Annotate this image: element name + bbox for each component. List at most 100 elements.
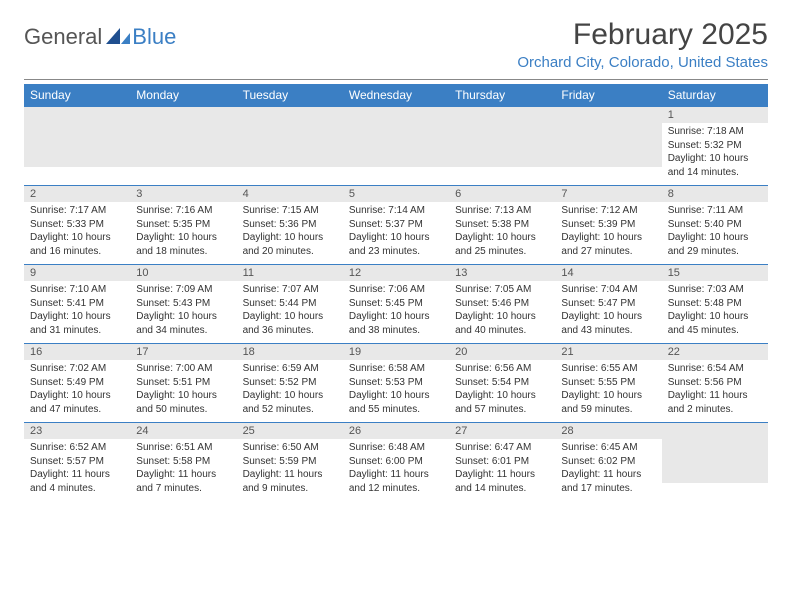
day-number: 17	[130, 344, 236, 360]
day-number: 19	[343, 344, 449, 360]
daylight-text: Daylight: 10 hours and 23 minutes.	[349, 231, 443, 258]
sunset-text: Sunset: 6:01 PM	[455, 455, 549, 469]
logo-sail-icon	[106, 24, 132, 50]
sunrise-text: Sunrise: 7:16 AM	[136, 204, 230, 218]
sunrise-text: Sunrise: 7:03 AM	[668, 283, 762, 297]
day-details: Sunrise: 7:13 AMSunset: 5:38 PMDaylight:…	[449, 202, 555, 264]
sunrise-text: Sunrise: 6:59 AM	[243, 362, 337, 376]
sunrise-text: Sunrise: 6:56 AM	[455, 362, 549, 376]
day-details: Sunrise: 6:45 AMSunset: 6:02 PMDaylight:…	[555, 439, 661, 501]
day-number: 3	[130, 186, 236, 202]
sunrise-text: Sunrise: 6:47 AM	[455, 441, 549, 455]
day-details: Sunrise: 6:55 AMSunset: 5:55 PMDaylight:…	[555, 360, 661, 422]
sunrise-text: Sunrise: 7:13 AM	[455, 204, 549, 218]
daylight-text: Daylight: 10 hours and 40 minutes.	[455, 310, 549, 337]
day-details: Sunrise: 6:58 AMSunset: 5:53 PMDaylight:…	[343, 360, 449, 422]
calendar-cell: 4Sunrise: 7:15 AMSunset: 5:36 PMDaylight…	[237, 186, 343, 265]
sunset-text: Sunset: 5:35 PM	[136, 218, 230, 232]
day-number: 11	[237, 265, 343, 281]
sunset-text: Sunset: 5:58 PM	[136, 455, 230, 469]
day-details: Sunrise: 7:14 AMSunset: 5:37 PMDaylight:…	[343, 202, 449, 264]
day-details: Sunrise: 7:04 AMSunset: 5:47 PMDaylight:…	[555, 281, 661, 343]
day-details: Sunrise: 7:11 AMSunset: 5:40 PMDaylight:…	[662, 202, 768, 264]
daylight-text: Daylight: 11 hours and 14 minutes.	[455, 468, 549, 495]
daylight-text: Daylight: 11 hours and 17 minutes.	[561, 468, 655, 495]
day-number: 21	[555, 344, 661, 360]
sunset-text: Sunset: 5:32 PM	[668, 139, 762, 153]
calendar-cell: 27Sunrise: 6:47 AMSunset: 6:01 PMDayligh…	[449, 423, 555, 502]
day-details: Sunrise: 6:51 AMSunset: 5:58 PMDaylight:…	[130, 439, 236, 501]
day-details: Sunrise: 7:07 AMSunset: 5:44 PMDaylight:…	[237, 281, 343, 343]
calendar-cell	[662, 423, 768, 502]
calendar-cell: 16Sunrise: 7:02 AMSunset: 5:49 PMDayligh…	[24, 344, 130, 423]
daylight-text: Daylight: 10 hours and 31 minutes.	[30, 310, 124, 337]
day-number: 23	[24, 423, 130, 439]
col-thursday: Thursday	[449, 84, 555, 107]
daylight-text: Daylight: 11 hours and 12 minutes.	[349, 468, 443, 495]
day-number: 24	[130, 423, 236, 439]
calendar-cell: 28Sunrise: 6:45 AMSunset: 6:02 PMDayligh…	[555, 423, 661, 502]
sunset-text: Sunset: 5:39 PM	[561, 218, 655, 232]
calendar-cell: 24Sunrise: 6:51 AMSunset: 5:58 PMDayligh…	[130, 423, 236, 502]
day-details: Sunrise: 7:12 AMSunset: 5:39 PMDaylight:…	[555, 202, 661, 264]
day-details	[237, 111, 343, 167]
day-number: 13	[449, 265, 555, 281]
sunrise-text: Sunrise: 7:05 AM	[455, 283, 549, 297]
day-details: Sunrise: 7:06 AMSunset: 5:45 PMDaylight:…	[343, 281, 449, 343]
day-details: Sunrise: 6:48 AMSunset: 6:00 PMDaylight:…	[343, 439, 449, 501]
daylight-text: Daylight: 10 hours and 57 minutes.	[455, 389, 549, 416]
sunset-text: Sunset: 5:38 PM	[455, 218, 549, 232]
day-details: Sunrise: 7:18 AMSunset: 5:32 PMDaylight:…	[662, 123, 768, 185]
sunrise-text: Sunrise: 7:07 AM	[243, 283, 337, 297]
calendar-row: 2Sunrise: 7:17 AMSunset: 5:33 PMDaylight…	[24, 186, 768, 265]
daylight-text: Daylight: 10 hours and 29 minutes.	[668, 231, 762, 258]
col-wednesday: Wednesday	[343, 84, 449, 107]
day-details: Sunrise: 6:50 AMSunset: 5:59 PMDaylight:…	[237, 439, 343, 501]
day-number: 27	[449, 423, 555, 439]
calendar-cell: 18Sunrise: 6:59 AMSunset: 5:52 PMDayligh…	[237, 344, 343, 423]
calendar-cell: 11Sunrise: 7:07 AMSunset: 5:44 PMDayligh…	[237, 265, 343, 344]
calendar-cell: 14Sunrise: 7:04 AMSunset: 5:47 PMDayligh…	[555, 265, 661, 344]
daylight-text: Daylight: 10 hours and 27 minutes.	[561, 231, 655, 258]
location: Orchard City, Colorado, United States	[517, 54, 768, 71]
day-number: 14	[555, 265, 661, 281]
sunrise-text: Sunrise: 6:58 AM	[349, 362, 443, 376]
sunset-text: Sunset: 5:46 PM	[455, 297, 549, 311]
day-details: Sunrise: 6:47 AMSunset: 6:01 PMDaylight:…	[449, 439, 555, 501]
sunrise-text: Sunrise: 7:02 AM	[30, 362, 124, 376]
day-details: Sunrise: 7:10 AMSunset: 5:41 PMDaylight:…	[24, 281, 130, 343]
daylight-text: Daylight: 10 hours and 45 minutes.	[668, 310, 762, 337]
sunset-text: Sunset: 5:51 PM	[136, 376, 230, 390]
sunset-text: Sunset: 5:53 PM	[349, 376, 443, 390]
sunrise-text: Sunrise: 6:51 AM	[136, 441, 230, 455]
daylight-text: Daylight: 11 hours and 4 minutes.	[30, 468, 124, 495]
day-details: Sunrise: 7:05 AMSunset: 5:46 PMDaylight:…	[449, 281, 555, 343]
sunset-text: Sunset: 5:56 PM	[668, 376, 762, 390]
sunset-text: Sunset: 5:41 PM	[30, 297, 124, 311]
daylight-text: Daylight: 11 hours and 9 minutes.	[243, 468, 337, 495]
sunset-text: Sunset: 5:40 PM	[668, 218, 762, 232]
calendar-cell	[449, 107, 555, 186]
daylight-text: Daylight: 10 hours and 38 minutes.	[349, 310, 443, 337]
calendar-cell: 23Sunrise: 6:52 AMSunset: 5:57 PMDayligh…	[24, 423, 130, 502]
day-number: 12	[343, 265, 449, 281]
day-number: 7	[555, 186, 661, 202]
calendar-cell: 25Sunrise: 6:50 AMSunset: 5:59 PMDayligh…	[237, 423, 343, 502]
sunrise-text: Sunrise: 7:12 AM	[561, 204, 655, 218]
daylight-text: Daylight: 10 hours and 14 minutes.	[668, 152, 762, 179]
sunrise-text: Sunrise: 7:06 AM	[349, 283, 443, 297]
sunrise-text: Sunrise: 6:50 AM	[243, 441, 337, 455]
calendar-cell: 10Sunrise: 7:09 AMSunset: 5:43 PMDayligh…	[130, 265, 236, 344]
calendar-row: 23Sunrise: 6:52 AMSunset: 5:57 PMDayligh…	[24, 423, 768, 502]
sunset-text: Sunset: 5:33 PM	[30, 218, 124, 232]
day-number: 4	[237, 186, 343, 202]
sunset-text: Sunset: 5:43 PM	[136, 297, 230, 311]
day-number: 1	[662, 107, 768, 123]
col-sunday: Sunday	[24, 84, 130, 107]
daylight-text: Daylight: 10 hours and 18 minutes.	[136, 231, 230, 258]
day-number: 16	[24, 344, 130, 360]
logo-word1: General	[24, 24, 102, 50]
calendar-cell: 17Sunrise: 7:00 AMSunset: 5:51 PMDayligh…	[130, 344, 236, 423]
sunrise-text: Sunrise: 7:14 AM	[349, 204, 443, 218]
logo: General Blue	[24, 24, 176, 50]
